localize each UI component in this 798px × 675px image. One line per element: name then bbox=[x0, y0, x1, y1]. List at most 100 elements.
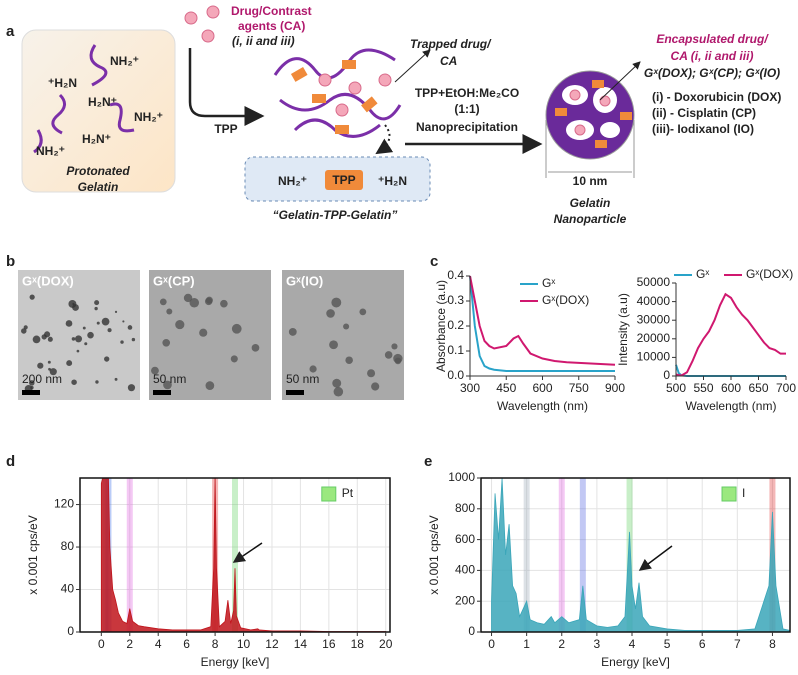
legend-swatch bbox=[721, 486, 737, 502]
x-tick-label: 4 bbox=[155, 637, 162, 651]
box-caption: Protonated bbox=[66, 164, 130, 178]
particle bbox=[371, 382, 380, 391]
amine-label: H₂N⁺ bbox=[82, 132, 111, 146]
y-tick-label: 120 bbox=[54, 497, 74, 511]
particle bbox=[84, 342, 88, 346]
x-tick-label: 300 bbox=[460, 381, 480, 395]
panel-label: d bbox=[6, 453, 15, 470]
scale-label: 50 nm bbox=[286, 372, 319, 386]
element-line bbox=[523, 478, 530, 632]
particle bbox=[37, 362, 44, 369]
particle bbox=[331, 297, 342, 308]
particle bbox=[101, 317, 110, 326]
size-label: 10 nm bbox=[573, 174, 608, 188]
x-tick-label: 550 bbox=[693, 381, 713, 395]
tpp-box-label: TPP bbox=[332, 173, 355, 187]
y-axis-label: Intensity (a.u) bbox=[616, 293, 630, 366]
x-tick-label: 750 bbox=[569, 381, 589, 395]
particle bbox=[384, 351, 393, 359]
y-tick-label: 20000 bbox=[637, 331, 671, 345]
arrow bbox=[188, 48, 265, 126]
encapsulated: CA (i, ii and iii) bbox=[671, 49, 754, 63]
y-tick-label: 0 bbox=[663, 368, 670, 382]
particle bbox=[72, 304, 79, 311]
particle bbox=[82, 326, 86, 330]
drug-legend: (i) - Doxorubicin (DOX) bbox=[652, 90, 781, 104]
particle bbox=[76, 349, 80, 353]
element-line bbox=[126, 478, 133, 632]
element-line bbox=[558, 478, 565, 632]
particle bbox=[71, 379, 77, 385]
x-tick-label: 0 bbox=[488, 637, 495, 651]
series-line bbox=[469, 275, 615, 372]
particle bbox=[162, 338, 171, 347]
particle bbox=[163, 380, 172, 390]
pointer bbox=[599, 61, 641, 101]
particle bbox=[204, 297, 213, 306]
tpp-box bbox=[325, 170, 363, 190]
particle bbox=[44, 331, 51, 338]
pointer bbox=[375, 124, 394, 155]
x-tick-label: 600 bbox=[532, 381, 552, 395]
series-line bbox=[469, 275, 616, 366]
particle bbox=[122, 320, 125, 323]
y-tick-label: 80 bbox=[61, 539, 75, 553]
x-tick-label: 6 bbox=[183, 637, 190, 651]
y-axis-label: x 0.001 cps/eV bbox=[427, 515, 441, 594]
legend-label: Gˣ bbox=[696, 267, 709, 281]
particle bbox=[107, 328, 112, 333]
particle bbox=[288, 327, 297, 336]
gelatin-chains bbox=[33, 44, 135, 154]
y-tick-label: 40000 bbox=[637, 294, 671, 308]
particle bbox=[94, 306, 98, 311]
x-tick-label: 2 bbox=[126, 637, 133, 651]
particle bbox=[183, 293, 193, 303]
x-tick-label: 8 bbox=[769, 637, 776, 651]
particle bbox=[114, 310, 118, 313]
particle bbox=[87, 331, 94, 339]
tem-label: Gˣ(IO) bbox=[286, 273, 323, 288]
y-axis-label: x 0.001 cps/eV bbox=[26, 515, 40, 594]
particle bbox=[231, 323, 242, 334]
particle bbox=[345, 356, 353, 365]
panel-label: a bbox=[6, 23, 15, 40]
x-axis-label: Energy [keV] bbox=[601, 655, 670, 669]
x-tick-label: 10 bbox=[237, 637, 251, 651]
y-tick-label: 0 bbox=[468, 624, 475, 638]
x-tick-label: 8 bbox=[212, 637, 219, 651]
particle bbox=[127, 325, 133, 330]
agents-label: (i, ii and iii) bbox=[232, 34, 295, 48]
spectrum bbox=[491, 477, 791, 633]
particle bbox=[367, 369, 376, 378]
particle bbox=[151, 366, 159, 375]
particle bbox=[94, 300, 100, 306]
x-tick-label: 650 bbox=[748, 381, 768, 395]
scale-label: 200 nm bbox=[22, 372, 62, 386]
particle bbox=[205, 381, 215, 390]
scale-bar bbox=[286, 390, 304, 395]
x-tick-label: 20 bbox=[379, 637, 393, 651]
legend-label: Gˣ bbox=[542, 276, 555, 290]
particle bbox=[394, 357, 402, 365]
legend-label: Gˣ(DOX) bbox=[746, 267, 793, 281]
particle bbox=[96, 321, 100, 325]
particle bbox=[333, 386, 344, 397]
x-tick-label: 6 bbox=[699, 637, 706, 651]
particle bbox=[71, 337, 76, 341]
agents-label: agents (CA) bbox=[238, 19, 305, 33]
panel-label: e bbox=[424, 453, 432, 470]
trapped-label: Trapped drug/ bbox=[410, 37, 492, 51]
particle bbox=[329, 340, 338, 350]
encapsulated: Gˣ(DOX); Gˣ(CP); Gˣ(IO) bbox=[644, 66, 780, 80]
gelatin-box bbox=[21, 29, 176, 193]
y-tick-label: 0.0 bbox=[447, 368, 464, 382]
x-tick-label: 700 bbox=[776, 381, 796, 395]
particle bbox=[230, 355, 238, 363]
particle bbox=[49, 368, 57, 376]
particle bbox=[199, 328, 208, 337]
amine-label: ⁺H₂N bbox=[48, 76, 77, 90]
panel-label: c bbox=[430, 253, 438, 270]
spectrum bbox=[100, 477, 387, 633]
tem-label: Gˣ(DOX) bbox=[22, 273, 74, 288]
drug-legend: (ii) - Cisplatin (CP) bbox=[652, 106, 756, 120]
